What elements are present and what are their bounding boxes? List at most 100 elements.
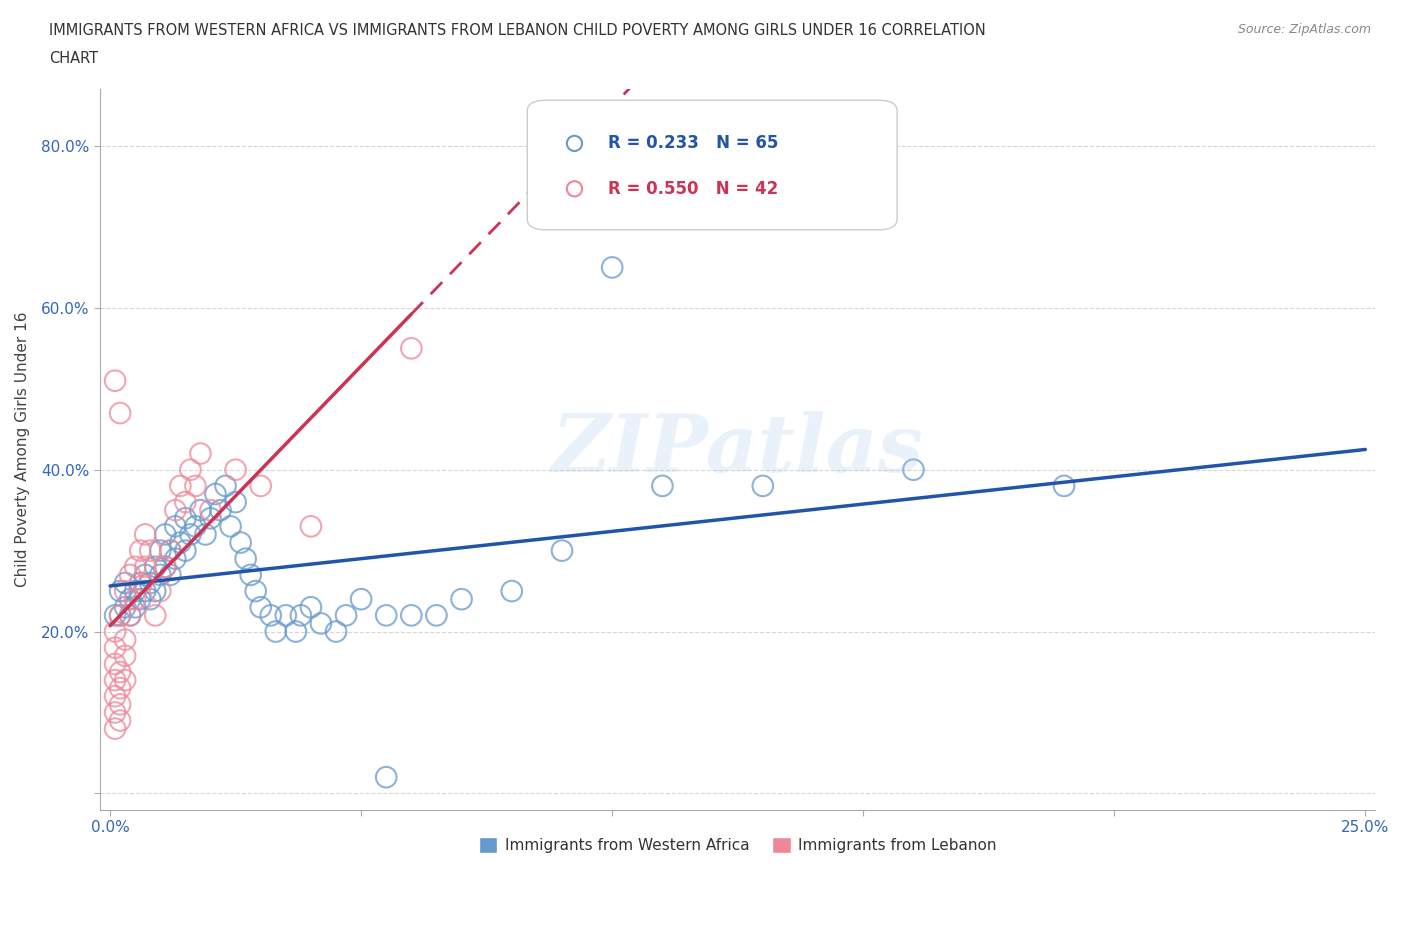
Point	[104, 624, 127, 639]
Legend: Immigrants from Western Africa, Immigrants from Lebanon: Immigrants from Western Africa, Immigran…	[472, 831, 1002, 859]
Point	[114, 648, 136, 663]
Point	[375, 608, 398, 623]
Point	[174, 495, 197, 510]
Point	[124, 584, 146, 599]
Point	[104, 657, 127, 671]
Point	[752, 478, 775, 493]
Point	[129, 576, 152, 591]
Point	[104, 689, 127, 704]
Point	[120, 591, 142, 606]
Point	[139, 576, 162, 591]
Point	[129, 576, 152, 591]
Point	[179, 527, 201, 542]
Point	[200, 511, 222, 525]
Point	[165, 519, 187, 534]
Point	[204, 486, 226, 501]
Y-axis label: Child Poverty Among Girls Under 16: Child Poverty Among Girls Under 16	[15, 312, 30, 587]
Point	[114, 584, 136, 599]
Point	[335, 608, 357, 623]
Point	[124, 600, 146, 615]
Point	[108, 681, 131, 696]
Point	[174, 543, 197, 558]
Point	[114, 600, 136, 615]
Point	[501, 584, 523, 599]
Point	[194, 527, 217, 542]
Text: Source: ZipAtlas.com: Source: ZipAtlas.com	[1237, 23, 1371, 36]
Point	[174, 511, 197, 525]
Point	[134, 559, 156, 574]
Point	[225, 495, 247, 510]
Text: R = 0.550   N = 42: R = 0.550 N = 42	[607, 179, 778, 198]
Point	[149, 584, 172, 599]
Point	[120, 567, 142, 582]
Point	[299, 600, 322, 615]
Point	[425, 608, 447, 623]
Point	[159, 543, 181, 558]
Point	[108, 665, 131, 680]
Point	[264, 624, 287, 639]
Point	[114, 632, 136, 647]
Point	[200, 503, 222, 518]
Point	[249, 478, 271, 493]
Point	[165, 503, 187, 518]
Point	[108, 608, 131, 623]
Point	[104, 721, 127, 736]
Point	[155, 559, 177, 574]
Point	[124, 559, 146, 574]
Point	[108, 405, 131, 420]
Point	[401, 341, 423, 356]
Point	[225, 462, 247, 477]
Point	[108, 713, 131, 728]
Point	[104, 640, 127, 655]
Point	[120, 608, 142, 623]
Point	[245, 584, 267, 599]
Point	[219, 519, 242, 534]
Point	[179, 462, 201, 477]
Point	[229, 535, 252, 550]
Point	[401, 608, 423, 623]
Point	[190, 503, 212, 518]
Point	[235, 551, 257, 566]
Point	[104, 705, 127, 720]
Text: R = 0.233   N = 65: R = 0.233 N = 65	[607, 135, 778, 153]
Point	[124, 591, 146, 606]
Point	[551, 543, 574, 558]
Point	[139, 591, 162, 606]
Point	[108, 584, 131, 599]
Text: CHART: CHART	[49, 51, 98, 66]
Point	[149, 543, 172, 558]
Point	[143, 608, 166, 623]
Point	[209, 503, 232, 518]
Point	[120, 608, 142, 623]
Point	[290, 608, 312, 623]
Point	[249, 600, 271, 615]
Point	[104, 608, 127, 623]
Point	[284, 624, 307, 639]
Point	[184, 519, 207, 534]
Point	[129, 543, 152, 558]
Point	[651, 478, 673, 493]
Point	[274, 608, 297, 623]
Point	[114, 576, 136, 591]
Point	[143, 584, 166, 599]
Point	[239, 567, 262, 582]
Point	[134, 567, 156, 582]
Point	[1053, 478, 1076, 493]
Point	[159, 543, 181, 558]
Point	[375, 770, 398, 785]
Point	[309, 616, 332, 631]
Point	[134, 584, 156, 599]
Point	[143, 559, 166, 574]
Point	[139, 543, 162, 558]
Point	[450, 591, 472, 606]
Point	[600, 260, 623, 275]
Point	[108, 608, 131, 623]
Point	[155, 527, 177, 542]
Point	[129, 591, 152, 606]
Point	[169, 535, 191, 550]
Point	[184, 478, 207, 493]
Point	[104, 373, 127, 388]
FancyBboxPatch shape	[527, 100, 897, 230]
Point	[190, 446, 212, 461]
Point	[299, 519, 322, 534]
